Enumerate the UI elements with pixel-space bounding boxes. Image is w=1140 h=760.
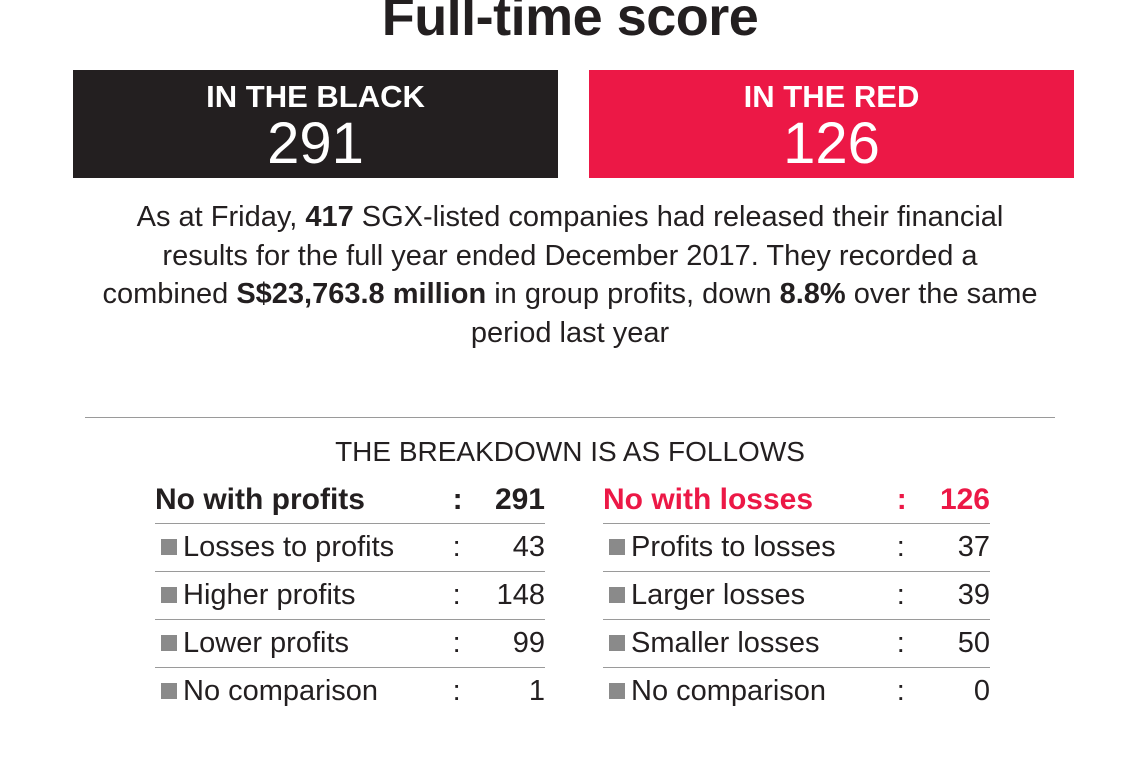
summary-text: SGX-listed companies had released their … xyxy=(102,201,1004,310)
colon-separator: : xyxy=(452,619,483,668)
bullet-square-icon xyxy=(609,683,625,699)
divider xyxy=(85,417,1055,418)
row-value: 291 xyxy=(482,476,545,524)
row-value: 126 xyxy=(926,476,990,524)
table-row: Larger losses:39 xyxy=(603,571,990,620)
row-label: No with profits xyxy=(155,482,365,516)
row-label: Higher profits xyxy=(183,579,356,611)
in-the-black-box: IN THE BLACK 291 xyxy=(73,70,558,178)
table-row: Lower profits:99 xyxy=(155,619,545,668)
summary-text: in group profits, down xyxy=(486,278,780,310)
summary-text: As at Friday, xyxy=(136,201,306,233)
in-the-black-label: IN THE BLACK xyxy=(206,79,425,114)
colon-separator: : xyxy=(896,571,927,620)
table-row: Higher profits:148 xyxy=(155,571,545,620)
bullet-square-icon xyxy=(609,539,625,555)
row-value: 1 xyxy=(528,675,545,707)
profits-table: No with profits:291 Losses to profits:43 H… xyxy=(155,476,545,715)
row-value: 39 xyxy=(926,571,990,620)
in-the-black-value: 291 xyxy=(267,111,364,176)
row-label-cell: No comparison xyxy=(603,668,897,716)
bullet-square-icon xyxy=(161,683,177,699)
row-label: Losses to profits xyxy=(183,531,395,563)
row-label-cell: Higher profits xyxy=(155,571,453,620)
row-label-cell: Losses to profits xyxy=(155,523,453,572)
row-value: 43 xyxy=(482,523,545,572)
table-header-row: No with losses:126 xyxy=(603,476,990,524)
colon-separator: : xyxy=(896,619,927,668)
colon-separator: : xyxy=(452,675,461,707)
row-label-cell: Smaller losses xyxy=(603,619,897,668)
in-the-red-label: IN THE RED xyxy=(743,79,920,114)
summary-change-percent: 8.8% xyxy=(779,278,846,310)
table-header-row: No with profits:291 xyxy=(155,476,545,524)
row-value: 50 xyxy=(926,619,990,668)
page-title: Full-time score xyxy=(381,0,759,47)
colon-separator: : xyxy=(896,523,927,572)
row-label: Profits to losses xyxy=(631,531,836,563)
breakdown-heading: THE BREAKDOWN IS AS FOLLOWS xyxy=(335,436,805,467)
row-value: 99 xyxy=(482,619,545,668)
colon-separator: : xyxy=(896,476,927,524)
row-label: No with losses xyxy=(603,482,814,516)
table-row: No comparison: 1 xyxy=(155,668,545,716)
bullet-square-icon xyxy=(161,539,177,555)
bullet-square-icon xyxy=(609,635,625,651)
row-label: Lower profits xyxy=(183,627,350,659)
summary-company-count: 417 xyxy=(305,201,354,233)
colon-separator: : xyxy=(452,476,483,524)
bullet-square-icon xyxy=(161,587,177,603)
row-label-cell: No comparison xyxy=(155,668,453,716)
row-value: 148 xyxy=(482,571,545,620)
in-the-red-value: 126 xyxy=(783,111,880,176)
bullet-square-icon xyxy=(609,587,625,603)
row-label: No comparison xyxy=(183,675,379,707)
summary-text: over the same period last year xyxy=(470,278,1038,349)
table-row: Profits to losses:37 xyxy=(603,523,990,572)
row-label-cell: Profits to losses xyxy=(603,523,897,572)
row-label-cell: No with losses xyxy=(603,476,897,524)
row-label: Larger losses xyxy=(631,579,806,611)
table-row: No comparison: 0 xyxy=(603,668,990,716)
summary-profit-total: S$23,763.8 million xyxy=(236,278,487,310)
row-value: 0 xyxy=(973,675,990,707)
row-value: 37 xyxy=(926,523,990,572)
row-label-cell: Larger losses xyxy=(603,571,897,620)
in-the-red-box: IN THE RED 126 xyxy=(589,70,1074,178)
summary-paragraph: As at Friday, 417 SGX-listed companies h… xyxy=(100,198,1040,352)
row-label-cell: No with profits xyxy=(155,476,453,524)
colon-separator: : xyxy=(452,571,483,620)
table-row: Losses to profits:43 xyxy=(155,523,545,572)
colon-separator: : xyxy=(896,675,905,707)
colon-separator: : xyxy=(452,523,483,572)
row-label: No comparison xyxy=(631,675,827,707)
losses-table: No with losses:126 Profits to losses:37 La… xyxy=(603,476,990,715)
table-row: Smaller losses:50 xyxy=(603,619,990,668)
row-label: Smaller losses xyxy=(631,627,820,659)
bullet-square-icon xyxy=(161,635,177,651)
row-label-cell: Lower profits xyxy=(155,619,453,668)
